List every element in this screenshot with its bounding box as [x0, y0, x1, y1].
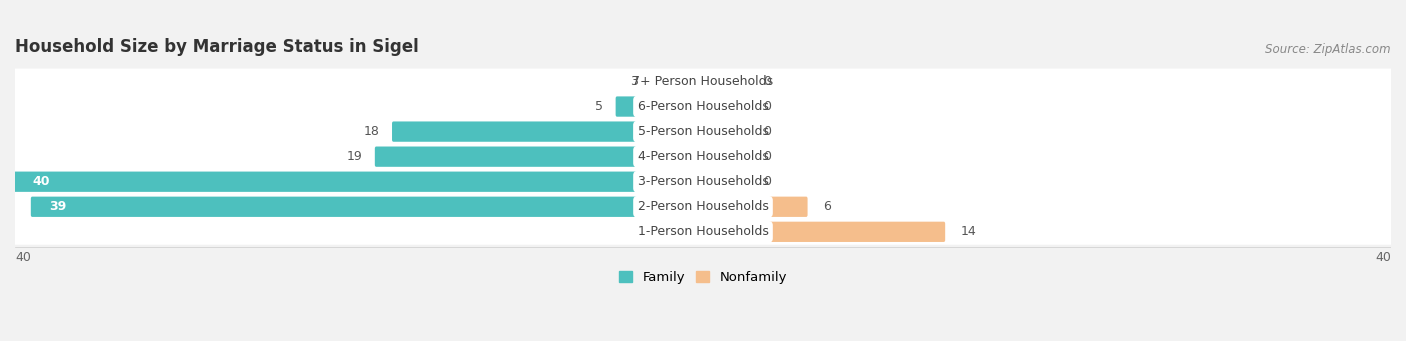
FancyBboxPatch shape	[7, 144, 1399, 169]
Text: 4-Person Households: 4-Person Households	[637, 150, 769, 163]
FancyBboxPatch shape	[616, 97, 704, 117]
Text: 0: 0	[763, 175, 772, 188]
Text: 5: 5	[595, 100, 603, 113]
FancyBboxPatch shape	[702, 71, 748, 92]
Legend: Family, Nonfamily: Family, Nonfamily	[613, 266, 793, 290]
Text: 5-Person Households: 5-Person Households	[637, 125, 769, 138]
FancyBboxPatch shape	[375, 147, 704, 167]
Text: 3-Person Households: 3-Person Households	[637, 175, 769, 188]
FancyBboxPatch shape	[702, 197, 807, 217]
FancyBboxPatch shape	[7, 119, 1399, 145]
Text: 0: 0	[763, 150, 772, 163]
Text: 39: 39	[49, 200, 66, 213]
Text: 0: 0	[763, 100, 772, 113]
Text: 2-Person Households: 2-Person Households	[637, 200, 769, 213]
Text: 3: 3	[630, 75, 638, 88]
Text: 18: 18	[364, 125, 380, 138]
FancyBboxPatch shape	[650, 71, 704, 92]
FancyBboxPatch shape	[7, 69, 1399, 94]
Text: Source: ZipAtlas.com: Source: ZipAtlas.com	[1265, 43, 1391, 56]
FancyBboxPatch shape	[702, 172, 748, 192]
Text: 1-Person Households: 1-Person Households	[637, 225, 769, 238]
Text: 6-Person Households: 6-Person Households	[637, 100, 769, 113]
FancyBboxPatch shape	[31, 197, 704, 217]
Text: 40: 40	[1375, 251, 1391, 264]
Text: 40: 40	[15, 251, 31, 264]
FancyBboxPatch shape	[7, 194, 1399, 220]
FancyBboxPatch shape	[14, 172, 704, 192]
Text: 0: 0	[763, 125, 772, 138]
Text: 19: 19	[347, 150, 363, 163]
FancyBboxPatch shape	[7, 94, 1399, 119]
Text: 40: 40	[32, 175, 49, 188]
Text: 14: 14	[960, 225, 977, 238]
FancyBboxPatch shape	[392, 121, 704, 142]
Text: 0: 0	[763, 75, 772, 88]
FancyBboxPatch shape	[702, 147, 748, 167]
FancyBboxPatch shape	[702, 97, 748, 117]
Text: 7+ Person Households: 7+ Person Households	[633, 75, 773, 88]
FancyBboxPatch shape	[702, 222, 945, 242]
Text: Household Size by Marriage Status in Sigel: Household Size by Marriage Status in Sig…	[15, 38, 419, 56]
FancyBboxPatch shape	[702, 121, 748, 142]
Text: 6: 6	[824, 200, 831, 213]
FancyBboxPatch shape	[7, 169, 1399, 195]
FancyBboxPatch shape	[7, 219, 1399, 245]
